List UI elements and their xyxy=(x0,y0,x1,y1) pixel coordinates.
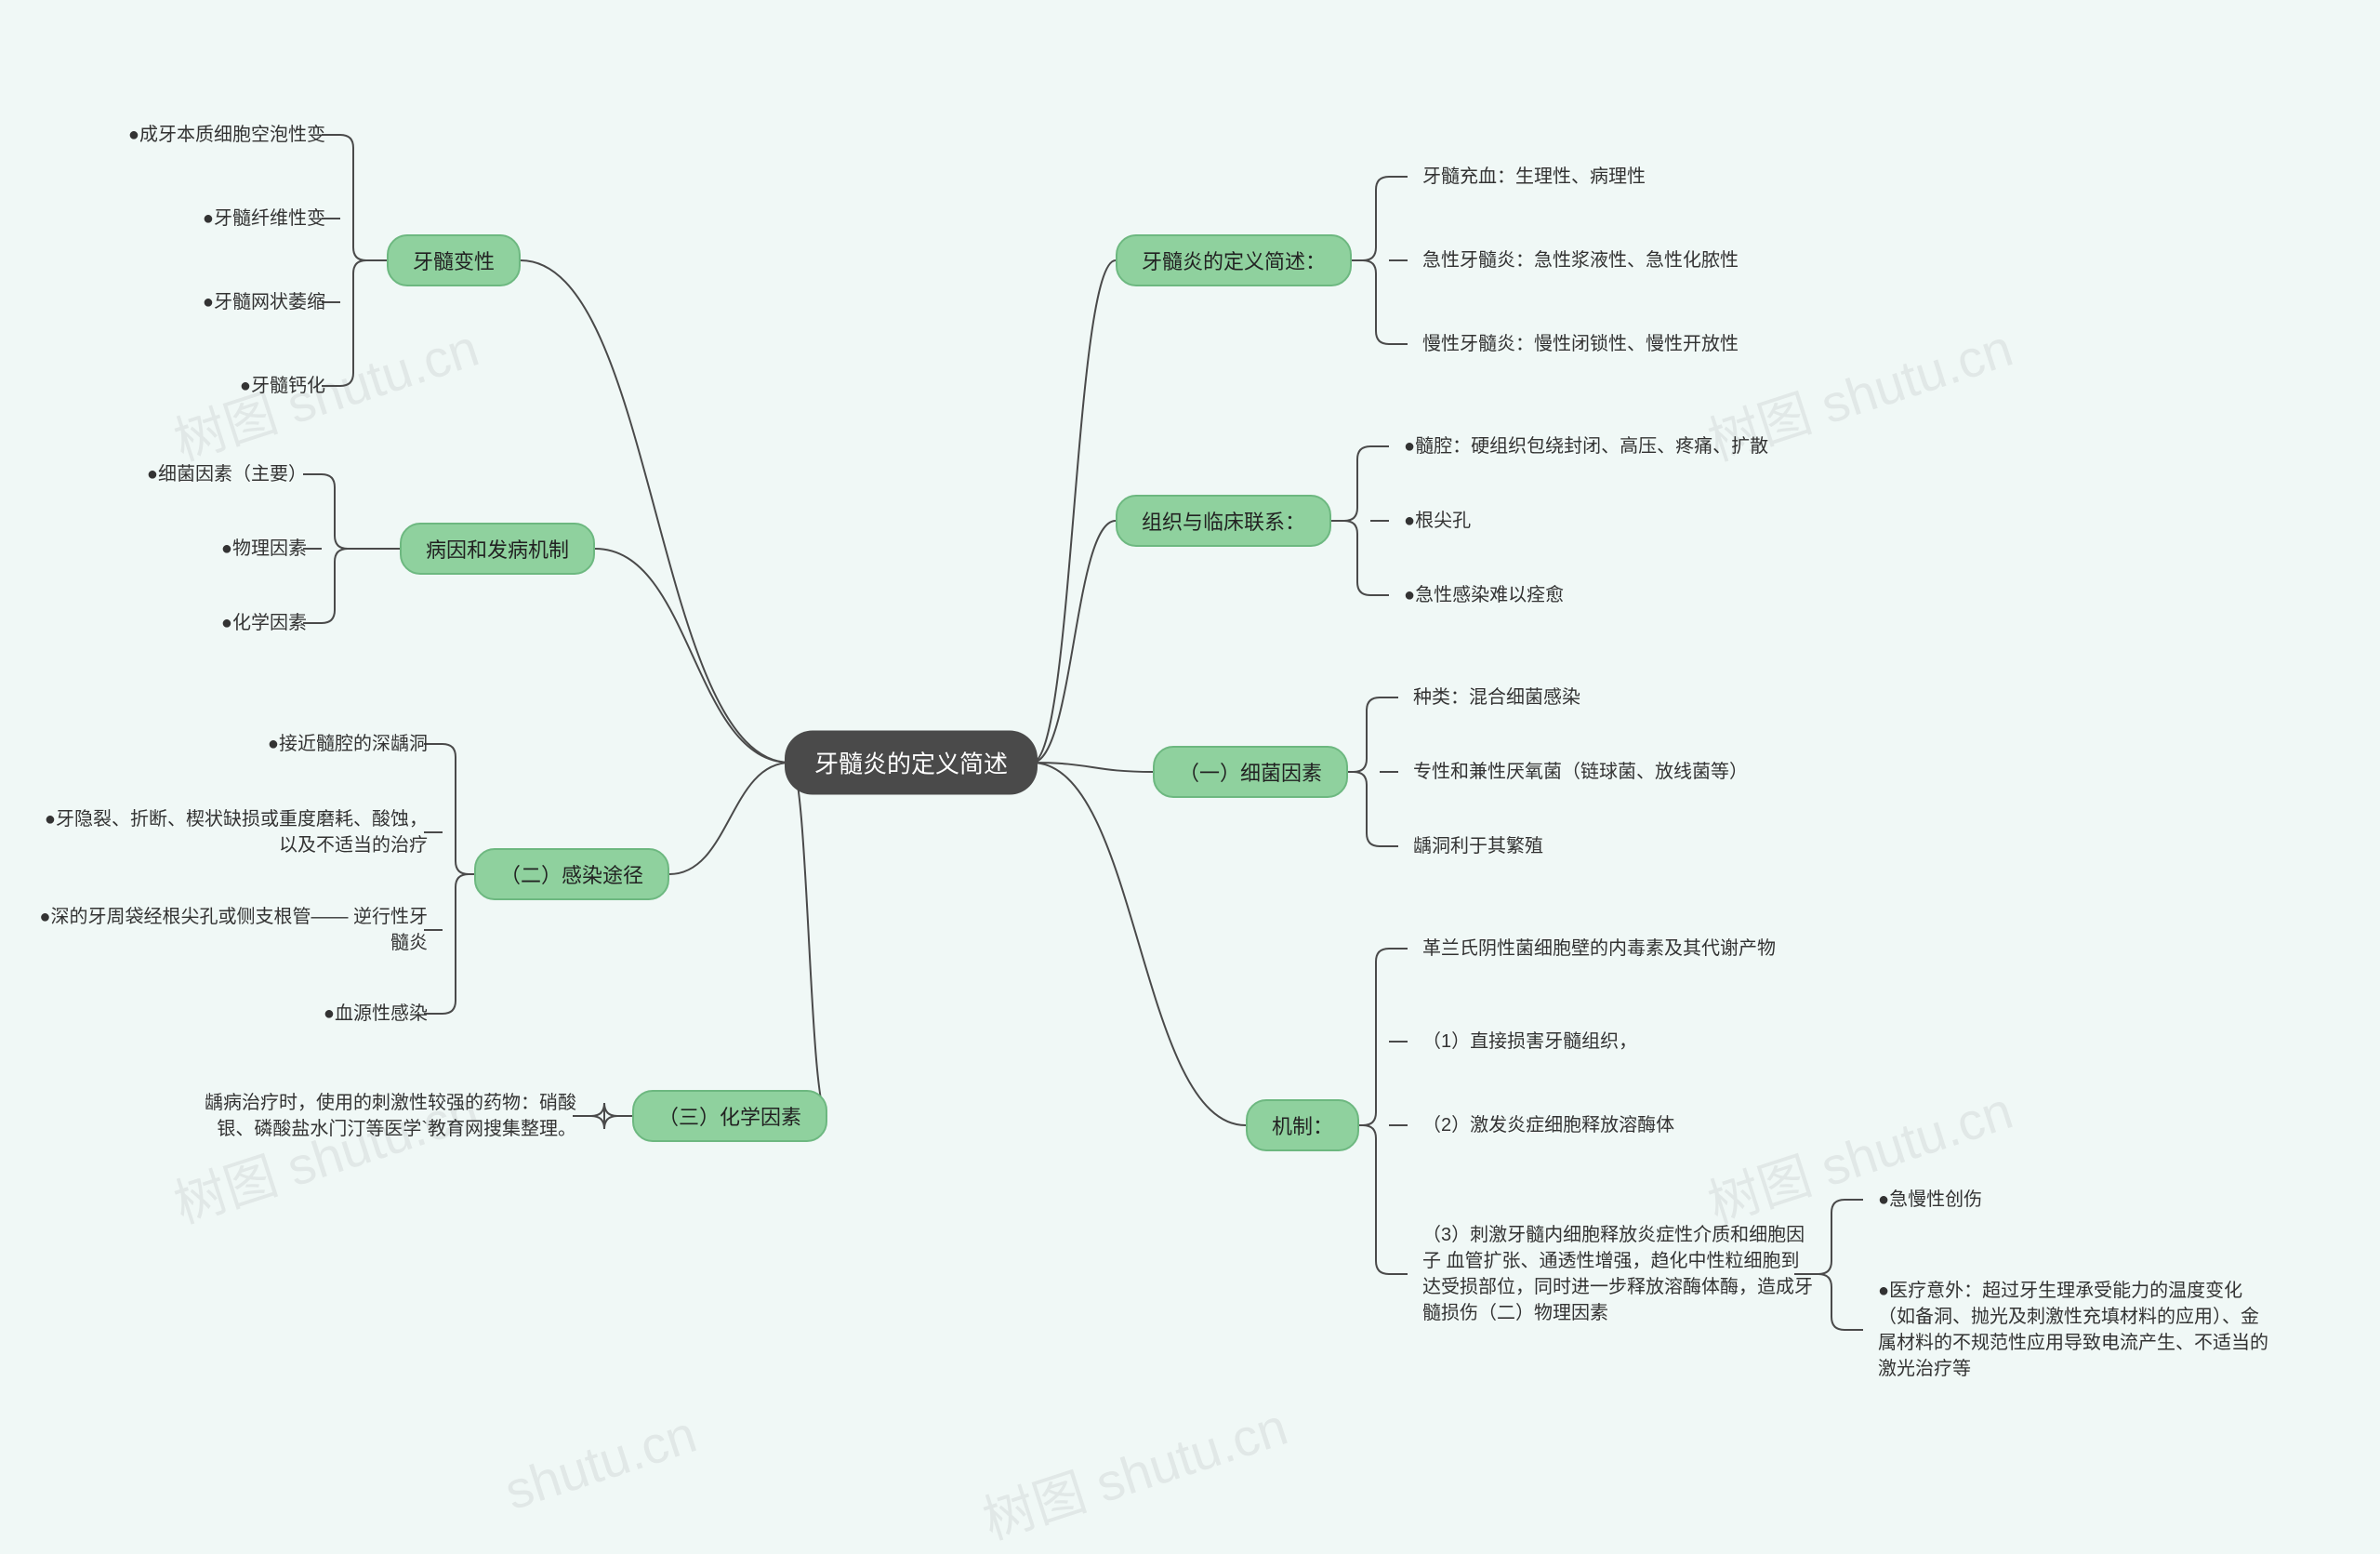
watermark: 树图 shutu.cn xyxy=(1698,1069,2021,1239)
branch-node[interactable]: 组织与临床联系： xyxy=(1116,495,1331,547)
leaf-node: ●深的牙周袋经根尖孔或侧支根管—— 逆行性牙髓炎 xyxy=(37,904,428,956)
leaf-node: ●医疗意外：超过牙生理承受能力的温度变化（如备洞、抛光及刺激性充填材料的应用）、… xyxy=(1878,1278,2268,1382)
leaf-node: ●牙髓网状萎缩 xyxy=(203,289,325,315)
leaf-node: ●成牙本质细胞空泡性变 xyxy=(128,122,325,148)
center-node[interactable]: 牙髓炎的定义简述 xyxy=(785,731,1038,795)
leaf-node: 革兰氏阴性菌细胞壁的内毒素及其代谢产物 xyxy=(1422,936,1776,962)
watermark: shutu.cn xyxy=(497,1403,703,1521)
leaf-node: ●牙髓钙化 xyxy=(240,373,325,399)
branch-node[interactable]: 牙髓炎的定义简述： xyxy=(1116,234,1352,286)
leaf-node: 急性牙髓炎：急性浆液性、急性化脓性 xyxy=(1422,247,1739,273)
leaf-node: 专性和兼性厌氧菌（链球菌、放线菌等） xyxy=(1413,759,1748,785)
branch-node[interactable]: 牙髓变性 xyxy=(387,234,521,286)
leaf-node: （1）直接损害牙髓组织， xyxy=(1422,1029,1637,1055)
watermark: 树图 shutu.cn xyxy=(972,1386,1296,1554)
branch-node[interactable]: （一）细菌因素 xyxy=(1153,746,1348,798)
branch-node[interactable]: 病因和发病机制 xyxy=(400,523,595,575)
leaf-node: ●物理因素 xyxy=(221,536,307,562)
leaf-node: ●急性感染难以痊愈 xyxy=(1404,582,1564,608)
leaf-node: 牙髓充血：生理性、病理性 xyxy=(1422,164,1646,190)
leaf-node: ●牙隐裂、折断、楔状缺损或重度磨耗、酸蚀，以及不适当的治疗 xyxy=(37,806,428,858)
leaf-node: ●血源性感染 xyxy=(324,1001,428,1027)
leaf-node: 龋病治疗时，使用的刺激性较强的药物：硝酸银、磷酸盐水门汀等医学`教育网搜集整理。 xyxy=(186,1090,576,1142)
branch-node[interactable]: （二）感染途径 xyxy=(474,848,669,900)
leaf-node: （3）刺激牙髓内细胞释放炎症性介质和细胞因子 血管扩张、通透性增强，趋化中性粒细… xyxy=(1422,1222,1813,1326)
leaf-node: 龋洞利于其繁殖 xyxy=(1413,833,1543,859)
leaf-node: ●细菌因素（主要） xyxy=(147,461,307,487)
leaf-node: ●根尖孔 xyxy=(1404,508,1471,534)
leaf-node: 慢性牙髓炎：慢性闭锁性、慢性开放性 xyxy=(1422,331,1739,357)
leaf-node: ●化学因素 xyxy=(221,610,307,636)
leaf-node: ●牙髓纤维性变 xyxy=(203,206,325,232)
leaf-node: 种类：混合细菌感染 xyxy=(1413,684,1580,711)
branch-node[interactable]: 机制： xyxy=(1246,1099,1359,1151)
leaf-node: ●髓腔：硬组织包绕封闭、高压、疼痛、扩散 xyxy=(1404,433,1768,459)
leaf-node: ●接近髓腔的深龋洞 xyxy=(268,731,428,757)
leaf-node: ●急慢性创伤 xyxy=(1878,1187,1982,1213)
branch-node[interactable]: （三）化学因素 xyxy=(632,1090,827,1142)
leaf-node: （2）激发炎症细胞释放溶酶体 xyxy=(1422,1112,1674,1138)
